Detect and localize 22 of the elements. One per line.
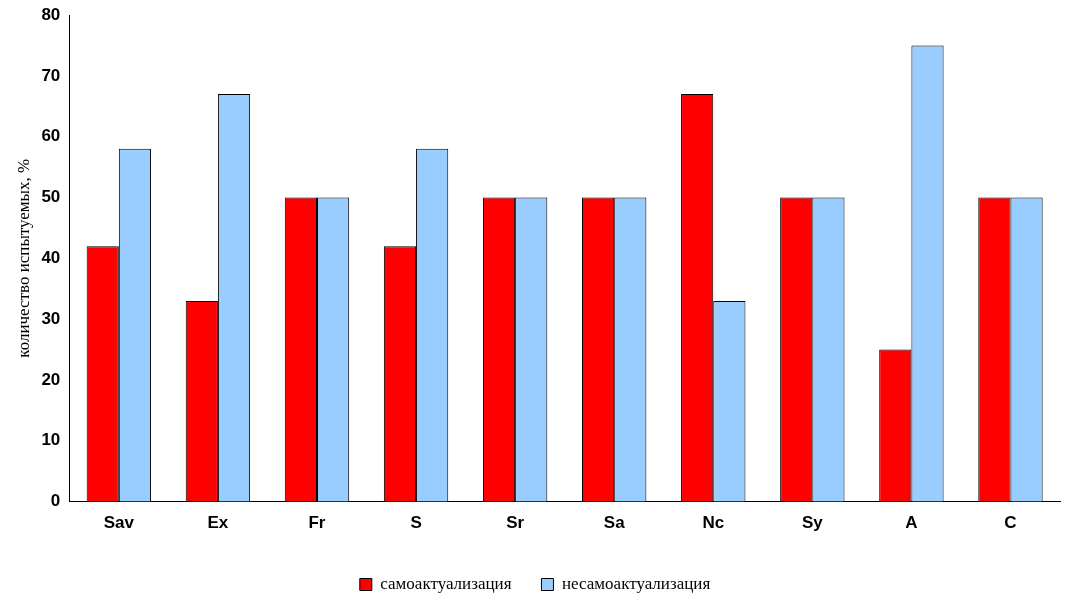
- x-tick-label: Ex: [207, 513, 229, 533]
- x-tick-label: Sa: [603, 513, 626, 533]
- y-tick-label: 80: [41, 4, 61, 24]
- x-tick-label: A: [905, 513, 918, 533]
- y-tick-label: 30: [41, 308, 61, 328]
- y-tick-label: 50: [41, 187, 61, 207]
- y-tick-label: 10: [41, 430, 61, 450]
- x-tick-label: S: [410, 513, 422, 533]
- legend-label: несамоактуализация: [561, 573, 711, 593]
- x-tick-label: C: [1004, 513, 1017, 533]
- y-tick-label: 40: [41, 247, 61, 267]
- x-tick-label: Sr: [506, 513, 525, 533]
- y-tick-label: 70: [41, 65, 61, 85]
- legend-label: самоактуализация: [380, 573, 512, 593]
- y-tick-label: 20: [41, 369, 61, 389]
- y-axis-title: количество испытуемых, %: [13, 158, 33, 358]
- y-tick-label: 60: [41, 126, 61, 146]
- x-tick-label: Sav: [103, 513, 135, 533]
- x-tick-label: Fr: [308, 513, 326, 533]
- y-tick-label: 0: [50, 491, 61, 511]
- x-tick-label: Nc: [702, 513, 725, 533]
- x-tick-label: Sy: [801, 513, 824, 533]
